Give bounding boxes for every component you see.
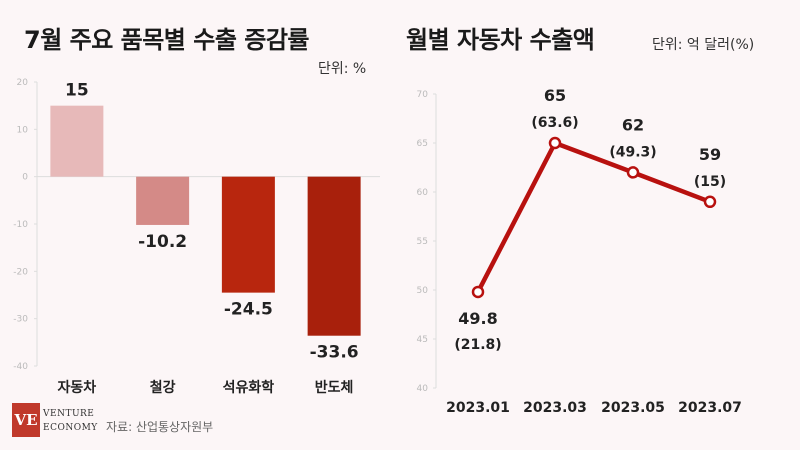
line-chart: 70 65 60 55 50 45 40 49.8 (21.8) 2023.01 65 (63.6) 2… (417, 86, 742, 416)
y-tick-label: 45 (417, 335, 428, 345)
point-pct-label: (15) (694, 174, 726, 190)
point-value-label: 62 (622, 115, 644, 134)
bar-chart: 20 10 0 -10 -20 -30 -40 15 자동차 -10.2 철강 -24.5 석유화학 -3… (13, 78, 380, 396)
x-category-label: 반도체 (315, 379, 354, 396)
source-note: 자료: 산업통상자원부 (106, 420, 214, 434)
bar-2 (221, 176, 275, 293)
x-category-label: 2023.07 (678, 400, 742, 416)
line-chart-panel: 월별 자동차 수출액 단위: 억 달러(%) 70 65 60 55 50 45 40 49.… (400, 0, 800, 450)
logo-line1: VENTURE (43, 409, 95, 419)
y-tick-label: -20 (13, 267, 28, 277)
bar-3 (307, 176, 361, 336)
data-point-3 (703, 195, 717, 209)
point-value-label: 65 (544, 86, 566, 105)
y-tick-label: -40 (13, 362, 28, 372)
bar-value-label: -10.2 (138, 232, 187, 252)
y-tick-label: -30 (13, 315, 28, 325)
point-pct-label: (49.3) (609, 144, 656, 160)
y-tick-label: 60 (417, 188, 429, 198)
x-category-label: 철강 (150, 379, 176, 396)
line-chart-unit: 단위: 억 달러(%) (652, 37, 755, 53)
bar-value-label: -24.5 (224, 300, 273, 320)
y-tick-label: 70 (417, 90, 429, 100)
y-tick-label: 20 (17, 78, 29, 88)
data-point-1 (548, 136, 562, 150)
point-value-label: 59 (699, 145, 721, 164)
x-category-label: 2023.01 (446, 400, 510, 416)
bar-value-label: -33.6 (310, 343, 359, 363)
data-point-2 (626, 166, 640, 179)
bar-chart-unit: 단위: % (318, 61, 367, 77)
y-tick-label: 55 (417, 237, 428, 247)
y-tick-label: 0 (22, 173, 28, 183)
y-tick-label: 40 (417, 384, 429, 394)
data-point-0 (471, 285, 485, 299)
bar-chart-panel: 7월 주요 품목별 수출 증감률 단위: % 20 10 0 -10 -20 -30 -40… (13, 26, 380, 396)
bar-0 (50, 105, 104, 177)
x-category-label: 석유화학 (223, 380, 275, 396)
y-tick-label: 10 (17, 125, 29, 135)
x-category-label: 2023.05 (601, 400, 665, 416)
series-line (476, 140, 711, 293)
logo-line2: ECONOMY (43, 423, 98, 433)
venture-economy-logo: VE VENTURE ECONOMY (12, 403, 102, 439)
x-category-label: 자동차 (58, 380, 97, 396)
x-category-label: 2023.03 (523, 400, 587, 416)
y-tick-label: 50 (417, 286, 429, 296)
bar-chart-title: 7월 주요 품목별 수출 증감률 (24, 26, 310, 54)
y-tick-label: -10 (13, 220, 28, 230)
logo-mark: VE (12, 403, 40, 437)
point-value-label: 49.8 (458, 309, 497, 328)
point-pct-label: (21.8) (454, 337, 501, 353)
bar-value-label: 15 (65, 81, 89, 101)
y-tick-label: 65 (417, 139, 428, 149)
line-chart-title: 월별 자동차 수출액 (406, 26, 595, 54)
bar-1 (136, 176, 190, 225)
point-pct-label: (63.6) (531, 115, 578, 131)
